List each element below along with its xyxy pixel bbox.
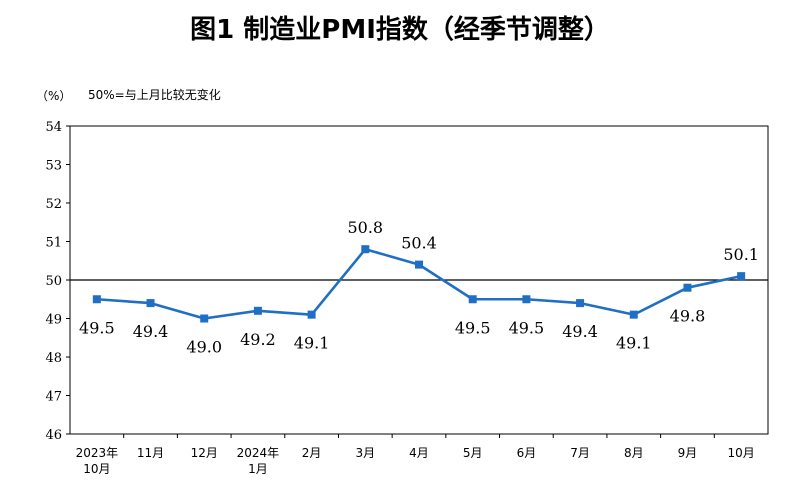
x-tick-label: 3月	[355, 446, 375, 460]
data-point-marker	[253, 306, 262, 315]
data-label: 49.5	[455, 318, 491, 337]
x-tick-label: 2023年	[76, 446, 119, 460]
data-label: 49.8	[670, 307, 706, 326]
x-tick-label: 11月	[137, 446, 164, 460]
y-tick-label: 54	[45, 120, 62, 135]
x-tick-label: 10月	[728, 446, 755, 460]
data-point-marker	[576, 299, 585, 308]
x-tick-label: 6月	[517, 446, 537, 460]
y-unit-label: （%）	[36, 89, 71, 103]
y-tick-label: 53	[45, 159, 62, 174]
chart-title: 图1 制造业PMI指数（经季节调整）	[190, 14, 610, 45]
data-label: 50.8	[347, 218, 383, 237]
data-point-marker	[307, 310, 316, 319]
data-point-marker	[415, 260, 423, 269]
data-point-marker	[361, 245, 370, 254]
x-tick-label: 7月	[570, 446, 590, 460]
y-axis: 54 53 52 51 50 49 48 47 46	[45, 120, 70, 443]
data-label: 49.4	[133, 322, 169, 341]
x-tick-label: 2月	[302, 446, 322, 460]
x-tick-label: 10月	[83, 462, 110, 476]
x-tick-label: 8月	[624, 446, 644, 460]
y-tick-label: 49	[45, 313, 62, 328]
data-point-marker	[737, 272, 746, 281]
data-labels: 49.5 49.4 49.0 49.2 49.1 50.8 50.4 49.5 49.5 49.4…	[79, 218, 759, 356]
data-label: 49.4	[562, 322, 598, 341]
data-point-marker	[629, 310, 638, 319]
x-axis: 2023年 10月 11月 12月 2024年 1月 2月 3月 4月 5月 6月 7月 8月 9月 10月	[76, 434, 755, 476]
y-tick-label: 50	[45, 274, 62, 289]
y-tick-label: 52	[45, 197, 62, 212]
x-tick-label: 1月	[248, 462, 268, 476]
data-label: 49.1	[616, 334, 652, 353]
y-tick-label: 46	[45, 428, 62, 443]
reference-note: 50%=与上月比较无变化	[88, 87, 221, 102]
x-tick-label: 9月	[678, 446, 698, 460]
data-point-marker	[92, 295, 101, 304]
data-label: 50.1	[723, 245, 759, 264]
y-tick-label: 47	[45, 390, 62, 405]
data-label: 49.5	[79, 318, 115, 337]
x-tick-label: 4月	[409, 446, 429, 460]
data-label: 49.0	[186, 338, 222, 357]
data-label: 50.4	[401, 234, 437, 253]
series-pmi	[92, 245, 746, 323]
data-label: 49.1	[294, 334, 330, 353]
data-label: 49.5	[509, 318, 545, 337]
x-tick-label: 5月	[463, 446, 483, 460]
x-tick-label: 12月	[191, 446, 218, 460]
y-tick-label: 51	[45, 236, 62, 251]
data-label: 49.2	[240, 330, 276, 349]
x-tick-label: 2024年	[237, 446, 280, 460]
data-point-marker	[200, 314, 209, 323]
data-point-marker	[468, 295, 477, 304]
y-tick-label: 48	[45, 351, 62, 366]
series-line	[96, 247, 742, 320]
data-point-marker	[683, 283, 692, 292]
data-point-marker	[522, 295, 531, 304]
data-point-marker	[146, 299, 155, 308]
